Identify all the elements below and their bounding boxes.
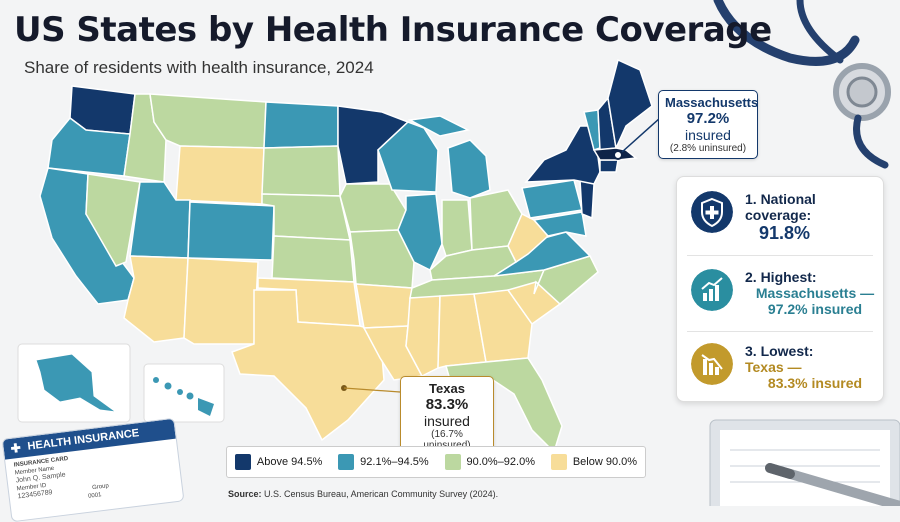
legend-item: Below 90.0% <box>550 454 637 470</box>
callout-massachusetts-value: 97.2% insured <box>685 110 731 143</box>
key-stats-panel: 1. National coverage: 91.8% 2. Highest: … <box>676 176 884 402</box>
stat-national-label: 1. National coverage: <box>745 191 816 223</box>
stat-national: 1. National coverage: 91.8% <box>687 187 877 247</box>
map-legend: Above 94.5% 92.1%–94.5% 90.0%–92.0% Belo… <box>226 446 646 478</box>
state-indiana <box>441 199 473 257</box>
stat-highest-value: Massachusetts — <box>755 285 875 301</box>
us-map <box>17 0 900 506</box>
state-north-dakota <box>263 101 339 149</box>
stat-highest-label: 2. Highest: <box>745 269 817 285</box>
state-michigan-upper <box>407 115 471 137</box>
stat-national-value: 91.8% <box>759 223 811 243</box>
stat-lowest: 3. Lowest: Texas — 83.3% insured <box>687 339 877 399</box>
state-new-york <box>524 125 601 185</box>
callout-texas-sub: (16.7% uninsured) <box>423 429 470 451</box>
source-note: Source: U.S. Census Bureau, American Com… <box>228 489 499 499</box>
state-wisconsin <box>377 121 439 193</box>
legend-swatch <box>550 454 567 470</box>
state-maryland <box>532 211 587 237</box>
state-connecticut <box>599 159 619 173</box>
page-title: US States by Health Insurance Coverage <box>14 10 772 50</box>
state-arizona <box>123 255 189 343</box>
state-kansas <box>271 235 355 283</box>
state-colorado <box>187 201 275 261</box>
legend-item: 90.0%–92.0% <box>444 454 535 470</box>
callout-texas-name: Texas <box>429 381 465 396</box>
state-pennsylvania <box>521 179 583 219</box>
chart-down-icon <box>691 343 733 385</box>
stat-lowest-value2: 83.3% insured <box>767 375 863 391</box>
callout-massachusetts-sub: (2.8% uninsured) <box>669 143 747 154</box>
state-wyoming <box>175 145 265 205</box>
stat-lowest-value: Texas — <box>745 359 802 375</box>
stat-lowest-label: 3. Lowest: <box>745 343 814 359</box>
legend-swatch <box>338 454 355 470</box>
state-maine <box>607 58 653 151</box>
state-georgia <box>473 289 533 363</box>
shield-icon <box>691 191 733 233</box>
state-michigan <box>447 139 491 199</box>
state-new-jersey <box>579 178 595 220</box>
massachusetts-marker <box>613 150 623 160</box>
legend-swatch <box>234 454 251 470</box>
state-montana <box>149 93 267 149</box>
callout-texas-value: 83.3% insured <box>424 396 470 429</box>
state-texas <box>231 289 385 442</box>
legend-swatch <box>444 454 461 470</box>
stat-highest: 2. Highest: Massachusetts — 97.2% insure… <box>687 265 877 325</box>
state-illinois <box>397 193 443 272</box>
callout-massachusetts-name: Massachusetts <box>665 95 759 110</box>
callout-texas: Texas 83.3% insured (16.7% uninsured) <box>400 376 494 456</box>
state-iowa <box>339 183 407 233</box>
state-nevada <box>85 173 141 267</box>
state-alaska <box>35 353 117 413</box>
state-south-dakota <box>261 145 341 197</box>
clipboard-icon <box>709 419 900 506</box>
callout-massachusetts: Massachusetts 97.2% insured (2.8% uninsu… <box>658 90 758 159</box>
legend-item: Above 94.5% <box>234 454 322 470</box>
state-hawaii <box>153 377 214 416</box>
chart-up-icon <box>691 269 733 311</box>
pen-icon <box>765 463 900 506</box>
state-nebraska <box>261 193 351 241</box>
state-new-mexico <box>183 257 259 345</box>
stethoscope-icon <box>713 0 891 169</box>
stat-highest-value2: 97.2% insured <box>767 301 863 317</box>
state-arkansas <box>355 283 413 329</box>
medical-cross-icon: ✚ <box>9 440 22 456</box>
state-minnesota <box>337 105 410 185</box>
page-subtitle: Share of residents with health insurance… <box>24 58 374 77</box>
legend-item: 92.1%–94.5% <box>338 454 429 470</box>
